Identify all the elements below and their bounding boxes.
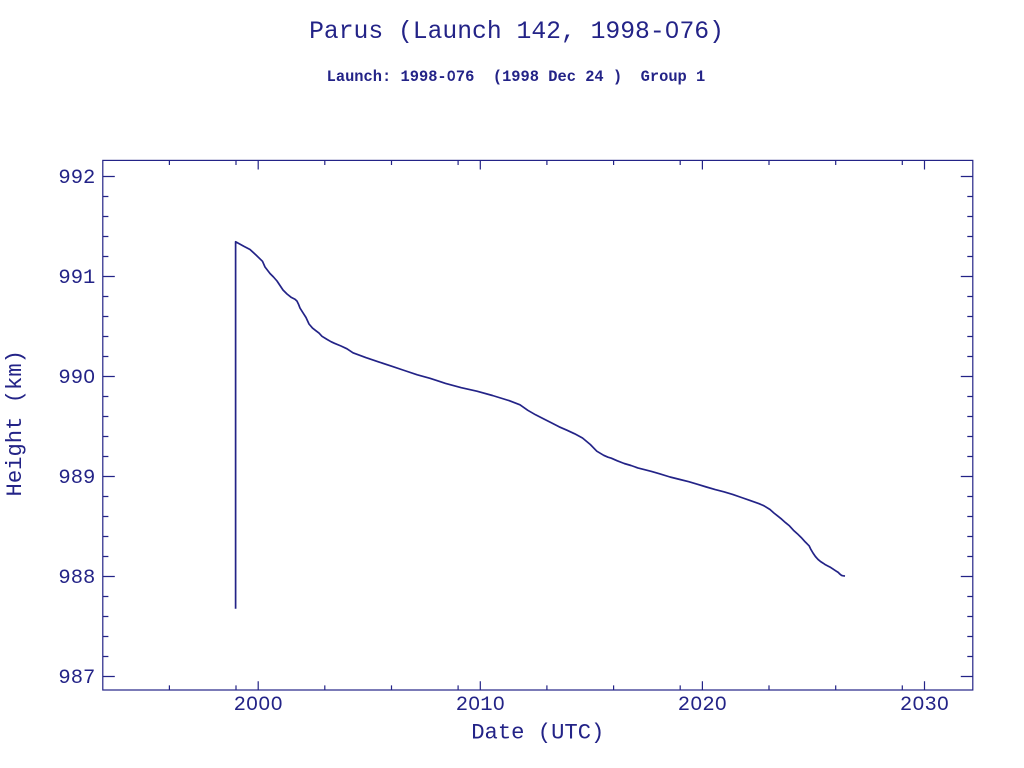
svg-text:2010: 2010 xyxy=(456,694,505,717)
svg-text:Date (UTC): Date (UTC) xyxy=(471,721,604,746)
svg-text:2020: 2020 xyxy=(678,694,727,717)
svg-text:991: 991 xyxy=(58,267,95,290)
svg-text:987: 987 xyxy=(58,667,95,690)
svg-text:992: 992 xyxy=(58,167,95,190)
svg-text:988: 988 xyxy=(58,567,95,590)
svg-text:Parus (Launch 142, 1998-076): Parus (Launch 142, 1998-076) xyxy=(309,18,724,46)
svg-text:2000: 2000 xyxy=(234,694,283,717)
svg-text:2030: 2030 xyxy=(900,694,949,717)
svg-text:Height (km): Height (km) xyxy=(3,350,28,496)
svg-text:Launch: 1998-076 (1998 Dec 24: Launch: 1998-076 (1998 Dec 24 ) Group 1 xyxy=(327,68,706,86)
svg-text:989: 989 xyxy=(58,467,95,490)
svg-text:990: 990 xyxy=(58,367,95,390)
